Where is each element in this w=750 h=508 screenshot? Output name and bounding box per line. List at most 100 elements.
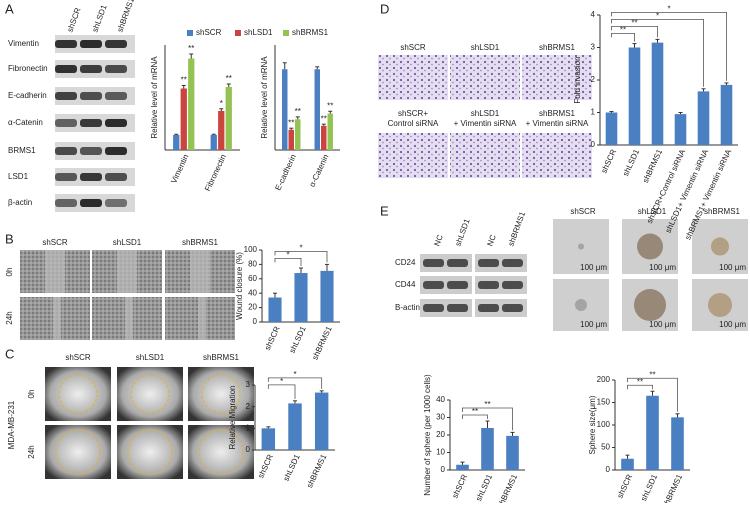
wound-gap <box>45 250 65 293</box>
y-axis-label: Relative level of mRNA <box>150 56 159 139</box>
x-tick-label: shBRMS1 <box>496 472 520 503</box>
image-column: shBRMS1 <box>704 207 741 216</box>
band <box>80 92 102 100</box>
bar <box>210 135 217 150</box>
migration-border <box>127 429 173 475</box>
image-column: shBRMS1 <box>539 109 576 118</box>
y-tick-label: 3 <box>246 380 251 389</box>
legend-label: shSCR <box>196 28 222 37</box>
panel-label: D <box>380 1 389 16</box>
image-column: shSCR <box>65 353 91 362</box>
y-tick-label: 100 <box>597 420 611 429</box>
band <box>80 199 102 207</box>
blot-column: shLSD1 <box>453 217 471 247</box>
sphere <box>634 289 666 321</box>
significance: ** <box>188 44 194 53</box>
band <box>80 40 102 48</box>
y-tick-label: 20 <box>248 303 257 312</box>
wound-gap <box>125 297 133 340</box>
blot-row: CD44 <box>395 280 416 289</box>
significance-bracket <box>627 384 653 390</box>
image-column: shBRMS1 <box>539 43 576 52</box>
scale-bar-label: 100 μm <box>719 320 746 329</box>
significance: ** <box>295 107 301 116</box>
blot-row: α-Catenin <box>8 118 43 127</box>
band <box>80 147 102 155</box>
y-tick-label: 4 <box>591 10 596 19</box>
scale-bar-label: 100 μm <box>649 263 676 272</box>
x-tick-label: shBRMS1 <box>310 324 334 361</box>
y-tick-label: 1 <box>591 108 596 117</box>
image-column: shLSD1 <box>136 353 165 362</box>
significance: * <box>656 11 659 20</box>
y-axis-label: Wound closure (%) <box>235 252 244 320</box>
y-axis-label: Relative level of mRNA <box>260 56 269 139</box>
bar <box>314 69 320 150</box>
wound-gap <box>190 250 210 293</box>
image-column: shBRMS1 <box>203 353 240 362</box>
band <box>423 281 444 289</box>
significance-bracket <box>611 11 727 81</box>
band <box>105 119 127 127</box>
sphere <box>711 237 729 256</box>
micrograph <box>522 55 592 100</box>
y-tick-label: 150 <box>597 398 611 407</box>
y-tick-label: 2 <box>246 402 251 411</box>
significance: ** <box>631 18 637 27</box>
bar <box>295 119 301 150</box>
micrograph <box>188 367 254 421</box>
sphere <box>637 233 663 260</box>
image-column: shSCR+ <box>398 109 428 118</box>
y-tick-label: 200 <box>597 375 611 384</box>
bar <box>456 464 469 470</box>
image-column: shSCR <box>42 238 68 247</box>
x-tick-label: shSCR <box>263 325 282 352</box>
scale-bar-label: 100 μm <box>649 320 676 329</box>
band <box>105 40 127 48</box>
blot-column: shLSD1 <box>90 3 108 33</box>
image-column: + Vimentin siRNA <box>454 119 517 128</box>
significance-bracket <box>267 377 323 389</box>
image-row: 0h <box>27 390 36 399</box>
image-column: shBRMS1 <box>182 238 219 247</box>
image-column: shLSD1 <box>471 109 500 118</box>
x-tick-label: Fibronectin <box>203 153 228 193</box>
band <box>447 304 468 312</box>
band <box>502 259 523 267</box>
bar <box>180 88 187 150</box>
blot-row: LSD1 <box>8 172 29 181</box>
band <box>80 173 102 181</box>
blot-column: shBRMS1 <box>506 210 527 247</box>
legend-swatch <box>187 30 193 36</box>
bar <box>671 417 684 470</box>
x-tick-label: shBRMS1 <box>641 147 665 184</box>
micrograph <box>117 367 183 421</box>
image-column: shSCR <box>570 207 596 216</box>
y-tick-label: 30 <box>436 413 445 422</box>
blot-row: Fibronectin <box>8 64 48 73</box>
legend-label: shBRMS1 <box>292 28 329 37</box>
significance: * <box>286 251 289 260</box>
blot-lane <box>475 299 527 317</box>
blot-column: NC <box>432 233 444 247</box>
band <box>423 259 444 267</box>
band <box>423 304 444 312</box>
band <box>478 259 499 267</box>
bar <box>268 297 282 322</box>
band <box>55 119 77 127</box>
significance: ** <box>649 370 655 379</box>
significance: ** <box>181 76 187 85</box>
blot-column: NC <box>485 233 497 247</box>
blot-lane <box>420 254 472 272</box>
significance: ** <box>637 377 643 386</box>
significance: ** <box>620 25 626 34</box>
bar <box>314 392 329 450</box>
migration-border <box>58 374 98 414</box>
significance: * <box>280 377 283 386</box>
y-tick-label: 50 <box>601 443 610 452</box>
band <box>502 304 523 312</box>
image-column: shLSD1 <box>471 43 500 52</box>
band <box>55 65 77 73</box>
significance-bracket <box>462 414 488 419</box>
